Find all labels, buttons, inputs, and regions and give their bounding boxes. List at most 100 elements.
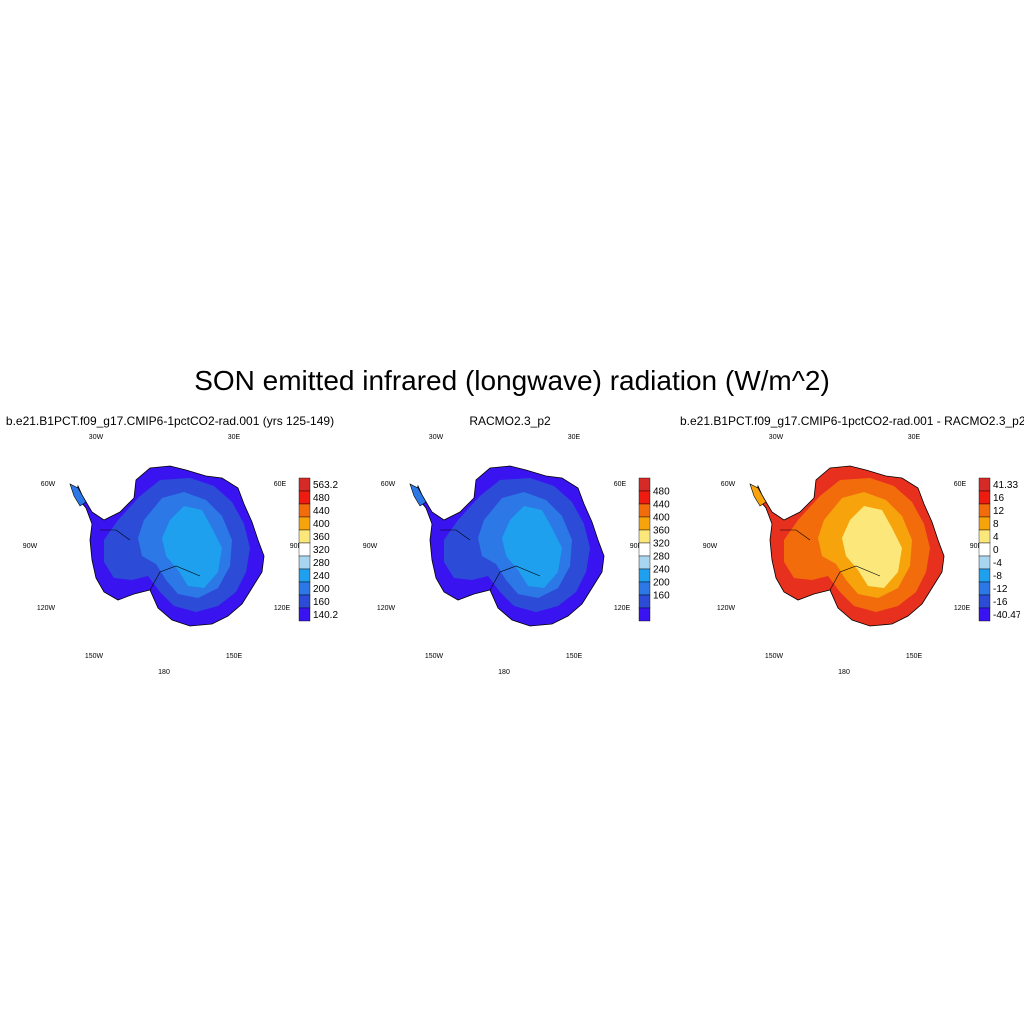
lon-label: 60E (954, 481, 967, 488)
lon-label: 180 (158, 669, 170, 676)
panel-title: b.e21.B1PCT.f09_g17.CMIP6-1pctCO2-rad.00… (680, 414, 1024, 428)
colorbar-label: 440 (313, 506, 330, 517)
colorbar-box (298, 594, 311, 609)
colorbar-box (978, 607, 991, 622)
map-panel-model: b.e21.B1PCT.f09_g17.CMIP6-1pctCO2-rad.00… (0, 410, 340, 690)
colorbar-label: 280 (653, 552, 670, 563)
lon-label: 120E (274, 605, 291, 612)
colorbar-box (298, 516, 311, 531)
lon-label: 150E (226, 653, 243, 660)
lon-label: 180 (498, 669, 510, 676)
colorbar-label: 16 (993, 493, 1005, 504)
lon-label: 150W (425, 653, 444, 660)
figure-title: SON emitted infrared (longwave) radiatio… (194, 365, 830, 396)
colorbar-label: 360 (313, 532, 330, 543)
colorbar-box (638, 568, 651, 583)
colorbar-box (978, 594, 991, 609)
colorbar-box (638, 607, 651, 622)
colorbar-box (978, 503, 991, 518)
colorbar-label: -8 (993, 571, 1002, 582)
colorbar-box (638, 503, 651, 518)
lon-label: 150E (566, 653, 583, 660)
antarctica-map: 30W 30E 60W 60E 90W 90E 120W 120E 150W 150E 180 563… (23, 434, 339, 676)
colorbar-label: 8 (993, 519, 999, 530)
colorbar-label: -16 (993, 597, 1008, 608)
colorbar-box (978, 529, 991, 544)
map-panel-difference: b.e21.B1PCT.f09_g17.CMIP6-1pctCO2-rad.00… (680, 410, 1024, 690)
colorbar-box (978, 581, 991, 596)
colorbar-label: 563.2 (313, 480, 338, 491)
lon-label: 90W (23, 543, 38, 550)
colorbar-box (638, 516, 651, 531)
lon-label: 90E (970, 543, 983, 550)
colorbar-label: 240 (313, 571, 330, 582)
colorbar-label: 160 (313, 597, 330, 608)
colorbar-box (638, 542, 651, 557)
colorbar-label: -12 (993, 584, 1008, 595)
colorbar-label: 480 (313, 493, 330, 504)
lon-label: 90E (290, 543, 303, 550)
lon-label: 30E (568, 434, 581, 441)
lon-label: 30E (228, 434, 241, 441)
colorbar-label: 320 (313, 545, 330, 556)
antarctic-peninsula (69, 483, 87, 507)
lon-label: 60W (381, 481, 396, 488)
colorbar-label: 4 (993, 532, 999, 543)
colorbar-label: 280 (313, 558, 330, 569)
colorbar-label: 480 (653, 487, 670, 498)
colorbar-label: 12 (993, 506, 1005, 517)
lon-label: 150E (906, 653, 923, 660)
lon-label: 30W (769, 434, 784, 441)
lon-label: 90W (703, 543, 718, 550)
colorbar-label: 240 (653, 565, 670, 576)
colorbar-label: -40.47 (993, 610, 1020, 621)
antarctic-peninsula (409, 483, 427, 507)
lon-label: 60W (41, 481, 56, 488)
lon-label: 90E (630, 543, 643, 550)
colorbar-label: 320 (653, 539, 670, 550)
colorbar-box (298, 581, 311, 596)
colorbar-label: 440 (653, 500, 670, 511)
lon-label: 30E (908, 434, 921, 441)
colorbar-box (298, 477, 311, 492)
colorbar-box (298, 568, 311, 583)
panel-title: b.e21.B1PCT.f09_g17.CMIP6-1pctCO2-rad.00… (5, 414, 335, 428)
colorbar-label: 200 (653, 578, 670, 589)
lon-label: 120E (614, 605, 631, 612)
colorbar-box (638, 594, 651, 609)
ice-shelf-boundary (440, 529, 541, 591)
lon-label: 120W (37, 605, 56, 612)
colorbar-box (298, 503, 311, 518)
panel-title: RACMO2.3_p2 (469, 414, 551, 428)
ice-shelf-boundary (100, 529, 201, 591)
colorbar-box (978, 516, 991, 531)
antarctica-map: 30W 30E 60W 60E 90W 90E 120W 120E 150W 150E 180 480… (363, 434, 670, 676)
antarctic-peninsula (749, 483, 767, 507)
colorbar-box (978, 490, 991, 505)
lon-label: 90W (363, 543, 378, 550)
map-panel-racmo: RACMO2.3_p2 30W 30E 60W 60E 90W 90E 120W 120E 15… (340, 410, 680, 690)
map-region-level-4 (502, 506, 562, 588)
lon-label: 30W (89, 434, 104, 441)
lon-label: 120W (717, 605, 736, 612)
lon-label: 120E (954, 605, 971, 612)
lon-label: 150W (765, 653, 784, 660)
colorbar-box (978, 477, 991, 492)
colorbar-box (298, 542, 311, 557)
lon-label: 180 (838, 669, 850, 676)
colorbar-box (978, 542, 991, 557)
colorbar-label: 41.33 (993, 480, 1018, 491)
lon-label: 60E (614, 481, 627, 488)
colorbar-label: 400 (653, 513, 670, 524)
colorbar-label: 360 (653, 526, 670, 537)
lon-label: 150W (85, 653, 104, 660)
colorbar-label: 160 (653, 591, 670, 602)
lon-label: 30W (429, 434, 444, 441)
lon-label: 120W (377, 605, 396, 612)
colorbar-label: -4 (993, 558, 1002, 569)
colorbar-box (638, 581, 651, 596)
lon-label: 60W (721, 481, 736, 488)
colorbar-box (978, 555, 991, 570)
colorbar-label: 140.2 (313, 610, 338, 621)
map-region-level-4 (842, 506, 902, 588)
